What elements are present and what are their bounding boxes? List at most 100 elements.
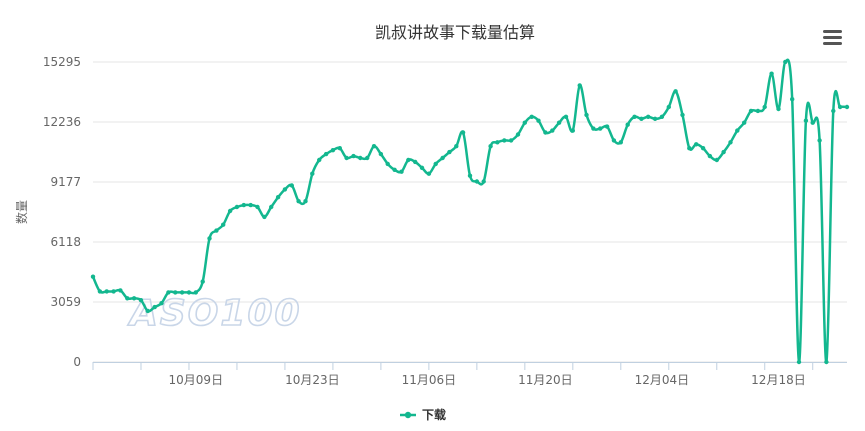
data-point[interactable] [269,204,274,210]
data-point[interactable] [90,274,96,279]
data-point[interactable] [200,279,205,284]
data-point[interactable] [844,104,850,110]
data-point[interactable] [824,359,829,365]
data-point[interactable] [351,153,356,159]
data-point[interactable] [131,296,137,301]
data-point[interactable] [337,146,342,151]
data-point[interactable] [659,114,665,120]
data-point[interactable] [618,140,623,145]
data-point[interactable] [227,208,233,214]
data-point[interactable] [221,222,226,227]
data-point[interactable] [413,159,418,165]
data-point[interactable] [275,195,281,200]
data-point[interactable] [330,148,336,153]
data-point[interactable] [529,114,534,120]
data-point[interactable] [179,290,185,295]
data-point[interactable] [776,106,781,112]
data-point[interactable] [385,161,390,167]
data-point[interactable] [831,108,836,114]
data-point[interactable] [97,289,103,294]
data-point[interactable] [543,130,548,135]
data-point[interactable] [378,151,384,157]
data-point[interactable] [234,204,240,210]
data-point[interactable] [769,71,774,76]
data-point[interactable] [193,290,198,295]
data-point[interactable] [536,118,541,123]
data-point[interactable] [447,149,452,155]
data-point[interactable] [159,301,164,306]
data-point[interactable] [735,128,740,133]
data-point[interactable] [173,290,178,295]
data-point[interactable] [481,179,486,184]
data-point[interactable] [454,144,459,149]
data-point[interactable] [303,199,308,204]
data-point[interactable] [474,179,480,184]
data-point[interactable] [241,202,246,208]
data-point[interactable] [317,157,322,163]
data-point[interactable] [687,146,692,151]
data-point[interactable] [604,124,610,129]
data-point[interactable] [460,130,466,135]
data-point[interactable] [502,138,507,143]
data-point[interactable] [125,296,130,301]
data-point[interactable] [296,199,301,204]
data-point[interactable] [399,169,404,174]
data-point[interactable] [591,126,596,131]
data-point[interactable] [796,359,802,365]
data-point[interactable] [289,183,294,188]
data-point[interactable] [433,161,438,167]
data-point[interactable] [508,138,514,143]
data-point[interactable] [104,289,109,294]
data-point[interactable] [721,149,726,155]
data-point[interactable] [742,120,747,125]
data-point[interactable] [762,104,767,110]
data-point[interactable] [550,128,555,133]
data-point[interactable] [748,108,754,114]
data-point[interactable] [556,120,562,125]
data-point[interactable] [652,116,658,122]
data-point[interactable] [248,202,253,208]
data-point[interactable] [495,140,500,145]
data-point[interactable] [310,171,315,176]
data-point[interactable] [646,114,651,120]
data-point[interactable] [803,118,809,123]
data-point[interactable] [563,114,569,120]
data-point[interactable] [262,214,267,220]
legend-label[interactable]: 下载 [422,407,446,422]
data-point[interactable] [166,290,171,295]
data-point[interactable] [111,289,116,294]
data-point[interactable] [365,155,370,161]
chart-menu-button[interactable] [818,26,848,52]
data-point[interactable] [152,304,157,310]
data-point[interactable] [467,173,473,178]
data-point[interactable] [673,89,678,94]
data-point[interactable] [570,128,575,133]
data-point[interactable] [790,97,795,102]
data-point[interactable] [419,165,425,170]
data-point[interactable] [282,187,288,192]
data-point[interactable] [783,59,788,65]
data-point[interactable] [207,236,212,241]
data-point[interactable] [837,104,843,110]
data-point[interactable] [755,108,761,114]
data-point[interactable] [255,204,260,210]
data-point[interactable] [522,120,527,125]
data-point[interactable] [118,288,123,293]
data-point[interactable] [714,157,719,163]
data-point[interactable] [138,298,144,303]
data-point[interactable] [817,138,822,143]
data-point[interactable] [426,171,432,176]
data-point[interactable] [694,142,699,147]
data-point[interactable] [598,126,603,131]
data-point[interactable] [632,114,637,120]
data-point[interactable] [577,83,582,88]
data-point[interactable] [728,140,733,145]
legend[interactable]: 下载 [400,407,446,422]
data-point[interactable] [214,228,219,233]
data-point[interactable] [488,144,493,149]
data-point[interactable] [680,112,685,118]
data-point[interactable] [358,155,363,161]
data-point[interactable] [145,308,150,314]
data-point[interactable] [810,120,815,125]
data-point[interactable] [344,155,349,161]
